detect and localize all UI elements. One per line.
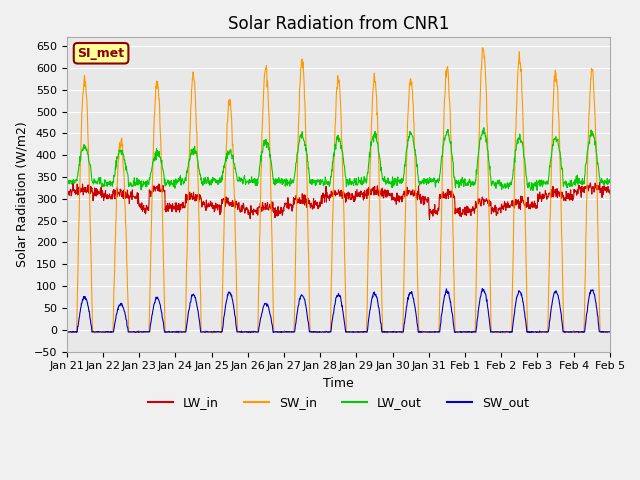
SW_out	[542, 329, 550, 335]
SW_in	[184, 230, 191, 236]
LW_out	[542, 179, 550, 184]
SW_in	[63, 329, 70, 335]
LW_out	[63, 179, 70, 184]
LW_in	[423, 197, 431, 203]
SW_in	[170, 330, 178, 336]
SW_in	[383, 330, 390, 336]
SW_in	[494, 330, 502, 336]
LW_in	[494, 206, 502, 212]
SW_out	[494, 329, 502, 335]
SW_out	[170, 329, 178, 335]
LW_out	[529, 188, 537, 193]
LW_out	[480, 125, 488, 131]
Legend: LW_in, SW_in, LW_out, SW_out: LW_in, SW_in, LW_out, SW_out	[143, 391, 534, 414]
SW_out	[606, 329, 614, 335]
Line: SW_in: SW_in	[67, 48, 610, 333]
LW_in	[171, 206, 179, 212]
SW_out	[422, 329, 430, 335]
SW_out	[526, 330, 534, 336]
SW_out	[479, 286, 486, 291]
LW_in	[244, 207, 252, 213]
LW_out	[606, 177, 614, 182]
Title: Solar Radiation from CNR1: Solar Radiation from CNR1	[228, 15, 449, 33]
LW_out	[184, 167, 191, 172]
SW_in	[606, 329, 614, 335]
LW_out	[170, 182, 178, 188]
SW_out	[244, 329, 252, 335]
Text: SI_met: SI_met	[77, 47, 125, 60]
LW_in	[542, 191, 550, 196]
SW_out	[63, 329, 70, 335]
LW_in	[606, 191, 614, 197]
Line: LW_in: LW_in	[67, 182, 610, 219]
LW_out	[494, 180, 502, 185]
LW_out	[244, 179, 252, 184]
SW_in	[423, 329, 431, 335]
X-axis label: Time: Time	[323, 377, 354, 390]
Line: SW_out: SW_out	[67, 288, 610, 333]
Y-axis label: Solar Radiation (W/m2): Solar Radiation (W/m2)	[15, 121, 28, 267]
SW_in	[479, 45, 486, 51]
Line: LW_out: LW_out	[67, 128, 610, 191]
LW_out	[422, 181, 430, 187]
SW_in	[244, 329, 252, 335]
LW_in	[426, 216, 433, 222]
LW_in	[69, 180, 77, 185]
SW_in	[542, 329, 550, 335]
LW_in	[63, 189, 70, 194]
LW_in	[184, 192, 192, 198]
SW_out	[184, 317, 191, 323]
